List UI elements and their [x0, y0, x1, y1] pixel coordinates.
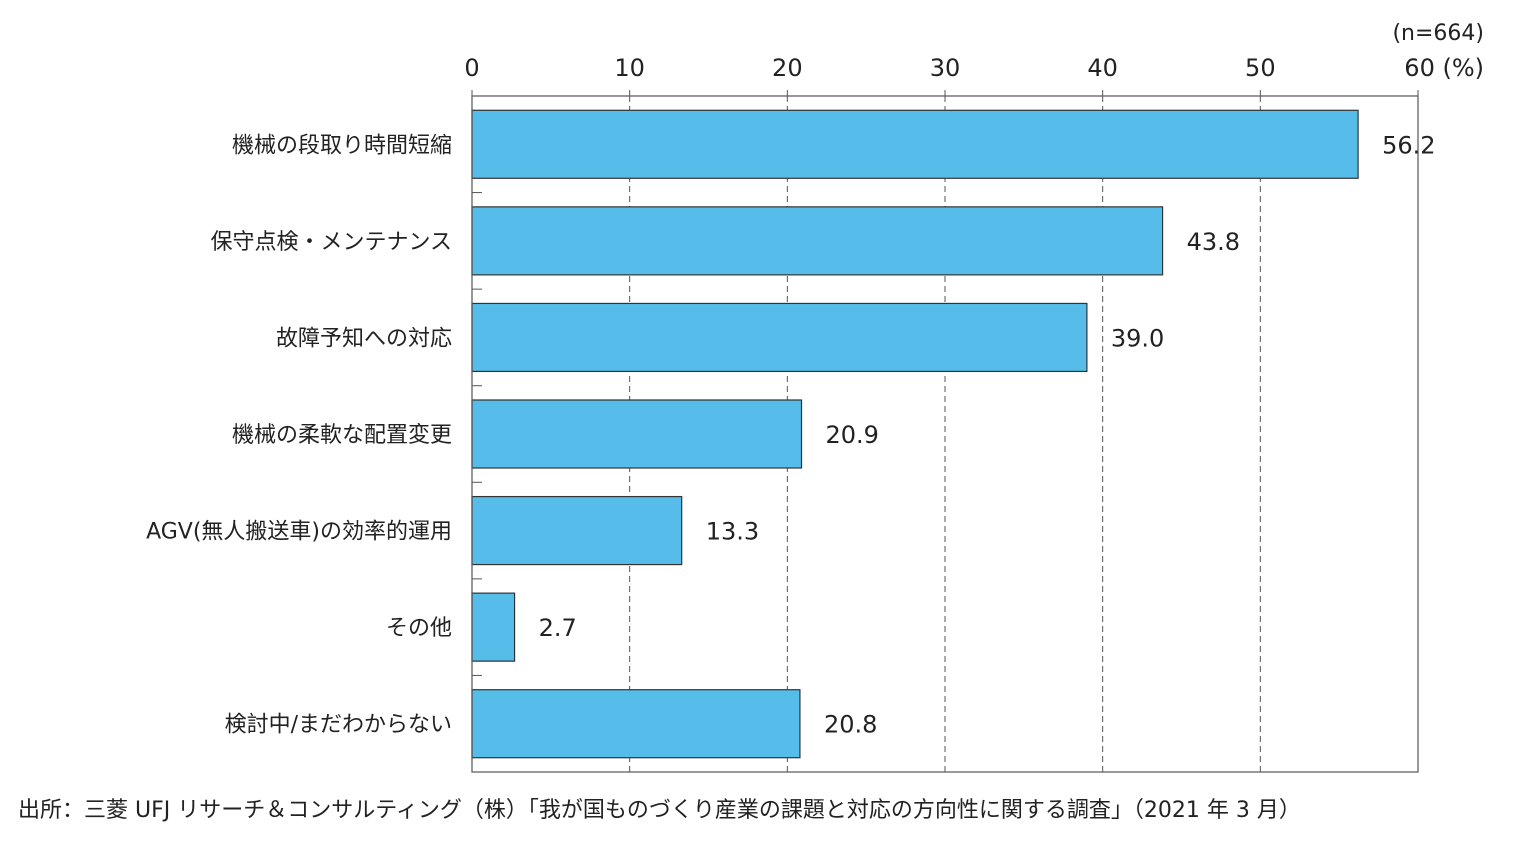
bar [471, 302, 1088, 373]
sample-size-note: (n=664) [1392, 21, 1484, 46]
x-tick-label: 0 [464, 54, 479, 82]
x-tick-label: 20 [772, 54, 803, 82]
bar [471, 399, 803, 469]
x-tick-label: 40 [1087, 54, 1118, 82]
data-label: 20.8 [824, 711, 877, 739]
x-tick-label: 60 (%) [1404, 54, 1484, 82]
x-tick-label: 50 [1245, 54, 1276, 82]
bar [471, 689, 801, 759]
category-label: 故障予知への対応 [276, 326, 452, 351]
x-tick-label: 30 [930, 54, 961, 82]
data-label: 20.9 [826, 421, 879, 449]
category-label: 検討中/まだわからない [225, 713, 452, 738]
category-label: 機械の段取り時間短縮 [232, 133, 452, 158]
category-label: 保守点検・メンテナンス [210, 230, 452, 255]
bar-chart: (n=664) 0 10 20 30 40 50 60 (%) 機械の段取り時間短縮保守点検… [146, 21, 1484, 773]
value-labels: 56.2 43.8 39.0 20.9 13.3 2.7 20.8 [539, 131, 1436, 738]
data-label: 2.7 [539, 614, 577, 642]
data-label: 13.3 [706, 518, 759, 546]
x-axis-ticks: 0 10 20 30 40 50 60 (%) [464, 54, 1484, 676]
bars [471, 109, 1359, 759]
x-tick-label: 10 [614, 54, 645, 82]
bar [471, 109, 1359, 179]
data-label: 56.2 [1382, 131, 1435, 159]
plot-frame [471, 95, 1419, 773]
bar [471, 495, 683, 566]
bar [471, 206, 1164, 276]
source-note: 出所：三菱 UFJ リサーチ＆コンサルティング（株）「我が国ものづくり産業の課題… [18, 798, 1301, 823]
category-label: 機械の柔軟な配置変更 [232, 423, 452, 448]
data-label: 39.0 [1111, 324, 1164, 352]
category-label: その他 [386, 616, 452, 641]
category-label: AGV(無人搬送車)の効率的運用 [146, 520, 452, 545]
data-label: 43.8 [1187, 228, 1240, 256]
bar [471, 592, 516, 662]
